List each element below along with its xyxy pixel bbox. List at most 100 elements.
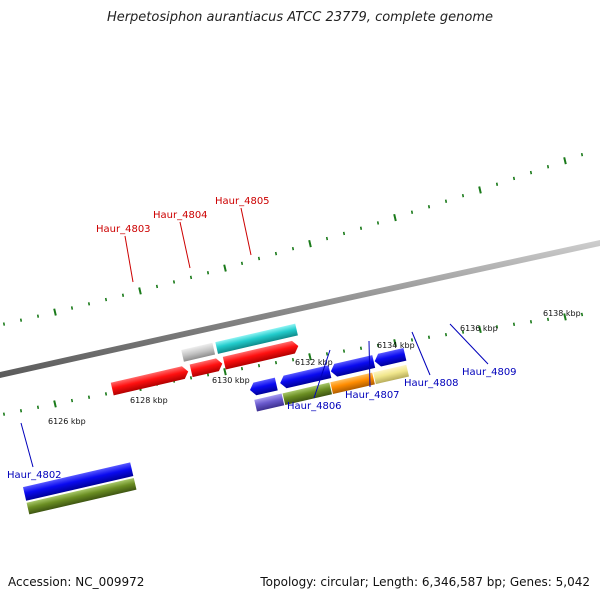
outer-tick-ring <box>2 152 584 326</box>
gene-label-haur-4805: Haur_4805 <box>215 196 270 207</box>
outer-tick <box>308 239 312 248</box>
gene-haur-4809-khaki[interactable] <box>373 364 409 385</box>
scale-label-6132: 6132 kbp <box>295 358 333 367</box>
inner-tick <box>410 338 414 342</box>
outer-tick <box>546 164 550 169</box>
inner-tick <box>580 312 584 317</box>
inner-tick <box>70 398 74 403</box>
outer-tick <box>342 231 346 236</box>
scale-label-6130: 6130 kbp <box>212 376 250 385</box>
reverse-strand-genes-right <box>249 347 409 412</box>
inner-tick <box>223 368 227 376</box>
outer-tick <box>87 302 91 306</box>
inner-tick <box>19 409 23 413</box>
gene-haur-4803[interactable] <box>110 365 190 396</box>
gene-haur-4806-purple[interactable] <box>254 393 285 412</box>
outer-tick <box>19 318 23 322</box>
gene-haur-4806[interactable] <box>249 377 278 397</box>
gene-label-haur-4802: Haur_4802 <box>7 470 62 481</box>
leader-haur-4808 <box>411 331 431 376</box>
gene-haur-4805-red[interactable] <box>222 340 300 370</box>
outer-tick <box>104 297 108 302</box>
gene-haur-4809[interactable] <box>373 347 407 368</box>
outer-tick <box>36 314 40 318</box>
outer-tick <box>223 264 227 272</box>
gene-label-haur-4803: Haur_4803 <box>96 224 151 235</box>
leader-haur-4809 <box>449 323 489 365</box>
gene-haur-4802[interactable] <box>22 462 134 501</box>
map-title: Herpetosiphon aurantiacus ATCC 23779, co… <box>106 10 494 25</box>
inner-tick <box>461 330 465 334</box>
leader-haur-4803 <box>124 235 134 283</box>
inner-tick <box>291 357 295 362</box>
reverse-strand-genes-left <box>22 462 137 515</box>
outer-tick <box>376 221 380 225</box>
leader-haur-4807 <box>368 340 371 388</box>
outer-tick <box>444 199 448 203</box>
gene-haur-4804[interactable] <box>189 357 224 378</box>
gene-label-haur-4807: Haur_4807 <box>345 390 400 401</box>
gene-haur-4804-gray[interactable] <box>181 342 216 362</box>
outer-tick <box>70 306 74 310</box>
outer-tick <box>512 176 516 181</box>
inner-tick <box>529 320 533 324</box>
inner-tick <box>189 376 193 380</box>
outer-tick <box>206 271 210 275</box>
leader-haur-4802 <box>20 422 34 468</box>
inner-tick <box>546 317 550 322</box>
gene-haur-4802-olive[interactable] <box>26 477 137 515</box>
inner-tick <box>393 339 397 347</box>
outer-tick <box>155 284 159 289</box>
gene-haur-4805[interactable] <box>215 323 298 354</box>
forward-strand-genes <box>110 323 300 396</box>
gene-label-haur-4808: Haur_4808 <box>404 378 459 389</box>
leader-haur-4804 <box>179 221 191 269</box>
outer-tick <box>410 210 414 214</box>
scale-label-6128: 6128 kbp <box>130 396 168 405</box>
gene-label-leaders <box>20 207 489 468</box>
gene-label-haur-4804: Haur_4804 <box>153 210 208 221</box>
inner-tick <box>104 392 108 396</box>
inner-tick <box>53 400 57 408</box>
outer-tick <box>359 226 363 230</box>
inner-tick <box>495 325 499 329</box>
outer-tick <box>427 205 431 209</box>
gene-label-haur-4809: Haur_4809 <box>462 367 517 378</box>
inner-tick <box>444 332 448 337</box>
inner-tick <box>274 360 278 365</box>
scale-label-6136: 6136 kbp <box>460 324 498 333</box>
inner-tick <box>427 335 431 339</box>
gene-haur-4808-orange[interactable] <box>330 372 375 394</box>
outer-tick <box>121 293 125 297</box>
outer-tick <box>240 261 244 266</box>
inner-tick <box>342 349 346 353</box>
inner-tick <box>325 352 329 356</box>
outer-tick <box>189 275 193 280</box>
genome-summary: Topology: circular; Length: 6,346,587 bp… <box>260 575 590 589</box>
scale-label-6138: 6138 kbp <box>543 309 581 318</box>
inner-tick <box>240 366 244 371</box>
outer-tick <box>529 170 533 175</box>
outer-tick <box>580 152 584 157</box>
gene-haur-4808[interactable] <box>329 355 376 378</box>
outer-tick <box>393 213 397 222</box>
outer-tick <box>291 246 295 251</box>
gene-haur-4807[interactable] <box>279 365 332 389</box>
inner-tick <box>376 343 380 348</box>
outer-tick <box>53 308 57 316</box>
outer-tick <box>461 193 465 198</box>
outer-tick <box>138 287 142 295</box>
gene-haur-4807-olive[interactable] <box>282 382 333 406</box>
genome-backbone <box>0 240 600 378</box>
inner-tick <box>478 325 482 334</box>
inner-tick <box>36 405 40 410</box>
outer-tick <box>563 157 567 165</box>
outer-tick <box>257 256 261 261</box>
accession-label: Accession: NC_009972 <box>8 575 145 589</box>
outer-tick <box>495 182 499 186</box>
leader-haur-4805 <box>240 207 252 256</box>
inner-tick <box>512 322 516 327</box>
inner-tick <box>257 363 261 368</box>
inner-tick <box>87 395 91 399</box>
